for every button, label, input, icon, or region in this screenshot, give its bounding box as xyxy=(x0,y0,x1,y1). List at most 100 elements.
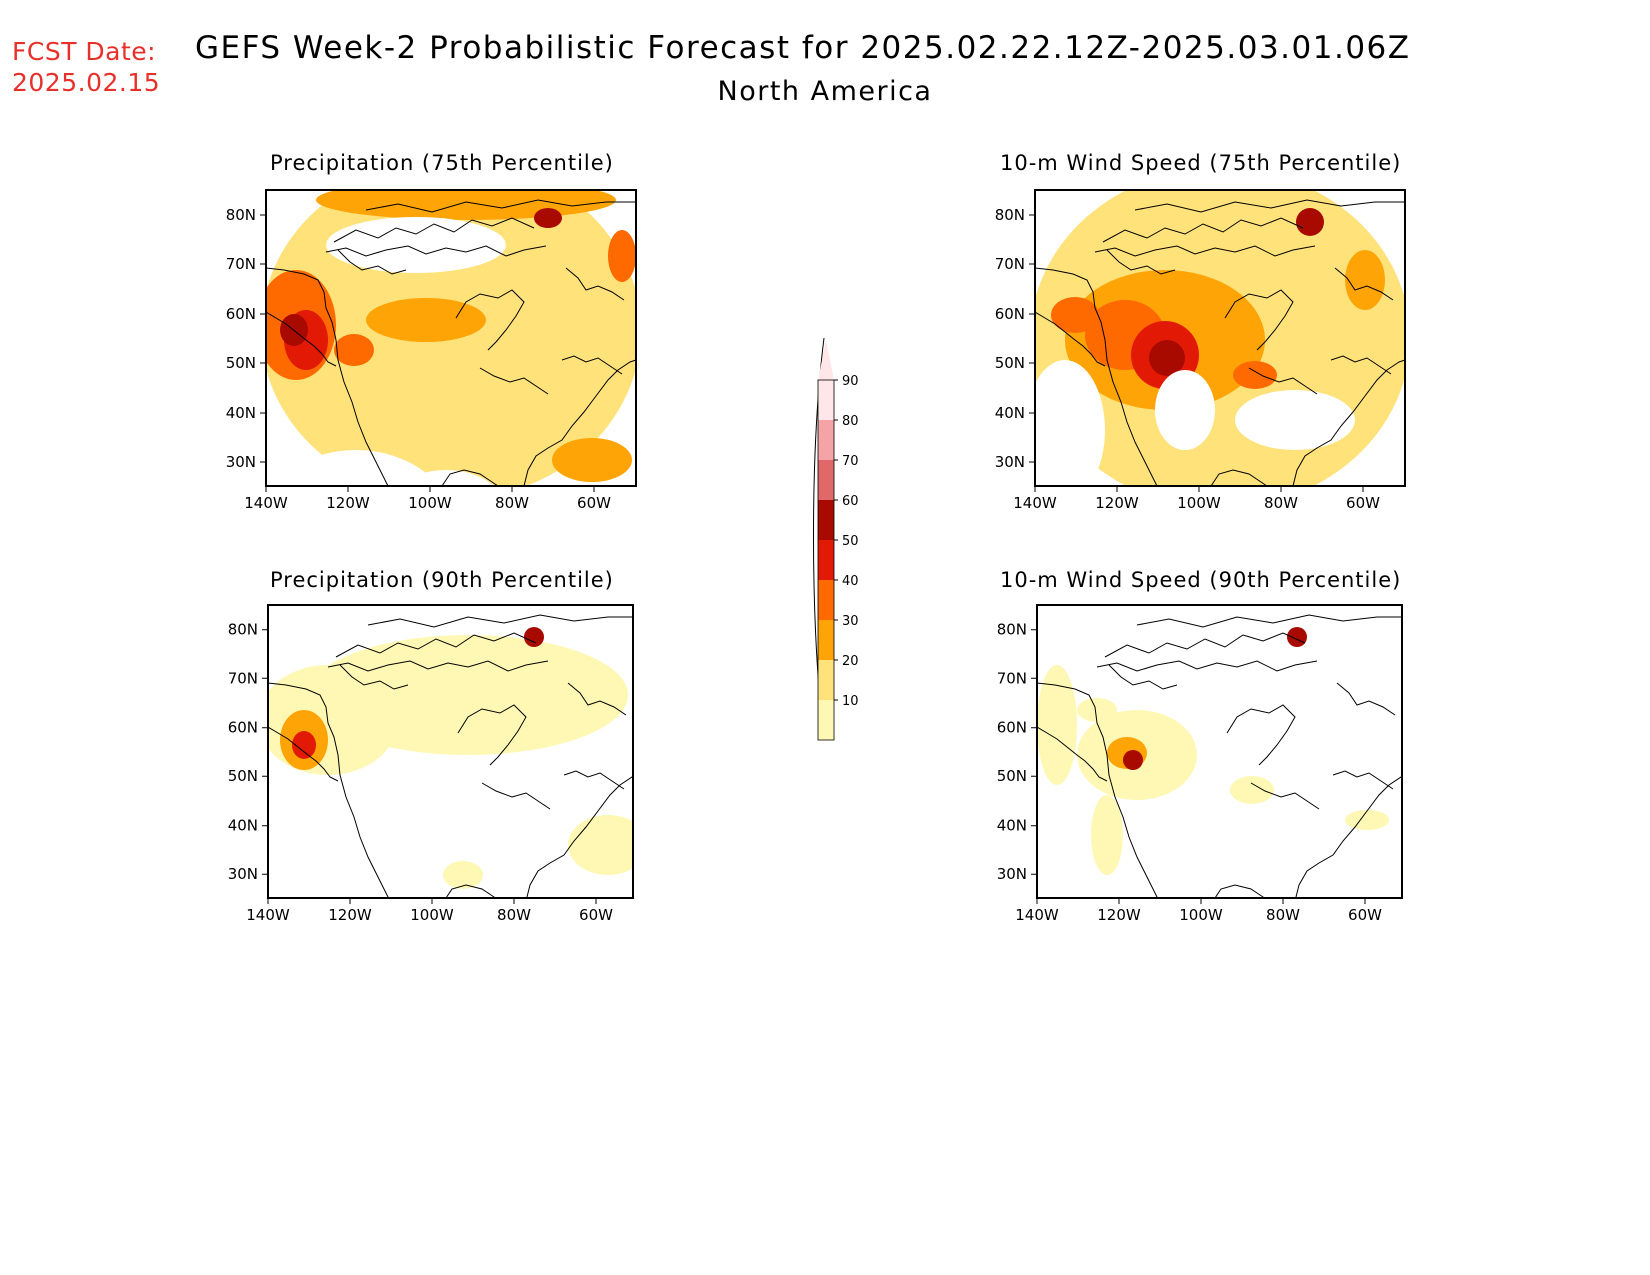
lat-tick-label: 80N xyxy=(226,206,256,224)
colorbar-label: 70 xyxy=(842,454,859,469)
map-fill-layer xyxy=(1035,190,1405,486)
coastline xyxy=(1104,632,1306,658)
lat-tick-label: 40N xyxy=(228,817,258,835)
probability-contour-region xyxy=(1135,228,1295,272)
lat-tick-label: 70N xyxy=(997,669,1027,687)
probability-contour-region xyxy=(366,298,486,342)
coastline xyxy=(561,355,623,375)
probability-contour-region xyxy=(608,230,636,282)
lat-tick-label: 70N xyxy=(228,669,258,687)
map-panel-precip75: 80N 70N 60N 50N 40N 30N 140W 120W 100W 80W 60W xyxy=(226,189,637,512)
coastline-layer xyxy=(268,614,633,898)
lon-tick-label: 140W xyxy=(1015,906,1059,924)
coastline xyxy=(1226,704,1296,766)
coastline xyxy=(1035,311,1106,367)
lon-tick-label: 80W xyxy=(495,494,529,512)
lat-tick-label: 30N xyxy=(228,865,258,883)
colorbar-legend: 10 20 30 40 50 60 70 80 90 xyxy=(808,330,888,744)
lat-tick-label: 30N xyxy=(995,453,1025,471)
probability-contour-region xyxy=(1345,250,1385,310)
lon-tick-label: 80W xyxy=(1266,906,1300,924)
map-frame xyxy=(265,189,637,487)
probability-contour-region xyxy=(1077,698,1117,722)
probability-contour-region xyxy=(1035,360,1105,486)
coastline xyxy=(481,782,551,810)
map-fill-layer xyxy=(1037,605,1402,898)
colorbar-label: 10 xyxy=(842,694,859,709)
coastline xyxy=(367,614,633,628)
probability-contour-region xyxy=(1230,776,1274,804)
probability-contour-region xyxy=(1233,361,1277,389)
coastline xyxy=(365,199,636,213)
coastline xyxy=(479,367,549,395)
lat-tick-label: 30N xyxy=(226,453,256,471)
map-panel-wind75: 80N 70N 60N 50N 40N 30N 140W 120W 100W 80W 60W xyxy=(995,189,1406,512)
map-fill-layer xyxy=(268,605,633,898)
coastline xyxy=(1102,217,1304,243)
coastline xyxy=(1210,469,1268,486)
lat-tick-label: 40N xyxy=(226,404,256,422)
map-frame xyxy=(1034,189,1406,487)
probability-contour-region xyxy=(552,438,632,482)
lat-tick-label: 50N xyxy=(997,767,1027,785)
coastline-layer xyxy=(1037,614,1402,898)
probability-contour-region xyxy=(1155,370,1215,450)
map-frame xyxy=(267,604,634,899)
coastline xyxy=(335,632,537,658)
probability-contour-region xyxy=(334,334,374,366)
coastline xyxy=(268,682,390,898)
coastline xyxy=(327,660,549,672)
panel-title-wind90: 10-m Wind Speed (90th Percentile) xyxy=(1000,568,1402,592)
colorbar-swatch xyxy=(818,500,834,540)
lat-tick-label: 30N xyxy=(997,865,1027,883)
lon-tick-label: 100W xyxy=(408,494,452,512)
coastline xyxy=(325,245,547,257)
coastline xyxy=(457,704,527,766)
lon-tick-label: 100W xyxy=(1179,906,1223,924)
probability-contour-region xyxy=(292,731,316,759)
lat-tick-label: 40N xyxy=(997,817,1027,835)
coastline-layer xyxy=(266,199,636,486)
lon-tick-label: 120W xyxy=(326,494,370,512)
map-svg: 80N 70N 60N 50N 40N 30N 140W 120W 100W 80W 60W xyxy=(997,604,1403,924)
probability-contour-region xyxy=(398,470,494,486)
lon-tick-label: 100W xyxy=(1177,494,1221,512)
colorbar-swatch xyxy=(818,380,834,420)
lat-tick-label: 60N xyxy=(228,719,258,737)
lat-tick-label: 80N xyxy=(995,206,1025,224)
lon-tick-label: 60W xyxy=(1348,906,1382,924)
coastline xyxy=(1336,682,1396,716)
lon-tick-label: 60W xyxy=(1346,494,1380,512)
forecast-date: FCST Date: 2025.02.15 xyxy=(12,36,160,98)
colorbar-label: 90 xyxy=(842,374,859,389)
colorbar-swatch xyxy=(818,460,834,500)
lat-tick-label: 40N xyxy=(995,404,1025,422)
coastline xyxy=(1136,614,1402,628)
coastline xyxy=(266,311,337,367)
coastline xyxy=(1332,770,1394,790)
map-panel-wind90: 80N 70N 60N 50N 40N 30N 140W 120W 100W 80W 60W xyxy=(997,604,1403,924)
panel-title-precip90: Precipitation (90th Percentile) xyxy=(270,568,614,592)
colorbar-swatch xyxy=(818,660,834,700)
lat-tick-label: 50N xyxy=(995,354,1025,372)
probability-contour-region xyxy=(316,190,616,220)
coastline xyxy=(266,267,389,486)
lon-tick-label: 120W xyxy=(328,906,372,924)
probability-contour-region xyxy=(1345,810,1389,830)
coastline xyxy=(1035,267,1158,486)
probability-contour-region xyxy=(524,627,544,647)
lon-tick-label: 100W xyxy=(410,906,454,924)
coastline xyxy=(1292,359,1405,486)
lon-tick-label: 60W xyxy=(577,494,611,512)
map-frame xyxy=(1036,604,1403,899)
coastline xyxy=(1330,355,1392,375)
probability-contour-region xyxy=(570,664,606,696)
forecast-date-label: FCST Date: xyxy=(12,37,157,66)
coastline xyxy=(1248,367,1318,395)
colorbar-label: 30 xyxy=(842,614,859,629)
colorbar-svg: 10 20 30 40 50 60 70 80 90 xyxy=(813,337,859,741)
coastline xyxy=(268,726,339,782)
lon-tick-label: 140W xyxy=(244,494,288,512)
colorbar-swatch xyxy=(818,540,834,580)
coastline xyxy=(567,682,627,716)
